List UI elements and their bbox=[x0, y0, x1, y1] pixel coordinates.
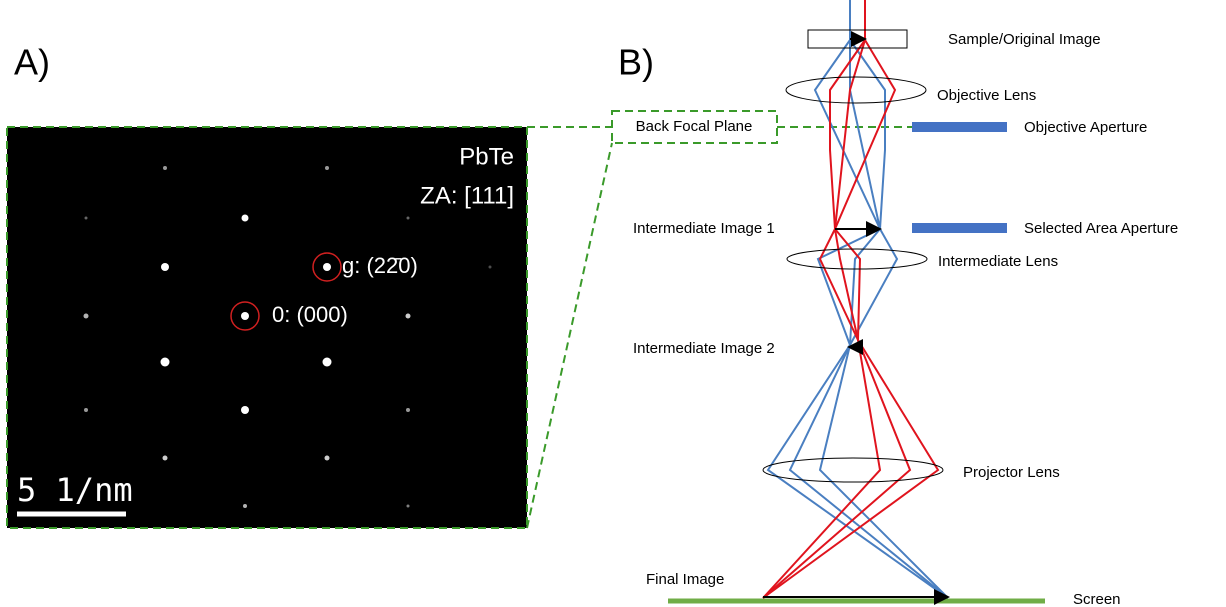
figure: A) g: (22̄0) 0: (000) PbTe ZA: [111] 5 1… bbox=[0, 0, 1226, 607]
component-label: Objective Aperture bbox=[1024, 119, 1147, 136]
ray-diagram bbox=[763, 0, 948, 598]
component-label: Projector Lens bbox=[963, 464, 1060, 481]
panel-label: A) bbox=[14, 42, 50, 83]
component-label: Selected Area Aperture bbox=[1024, 220, 1178, 237]
component-label: Intermediate Lens bbox=[938, 253, 1058, 270]
component-label: Objective Lens bbox=[937, 87, 1036, 104]
panel-label: B) bbox=[618, 42, 654, 83]
zone-axis-label: ZA: [111] bbox=[420, 182, 514, 209]
scale-bar-label: 5 1/nm bbox=[17, 471, 133, 509]
component-label: Final Image bbox=[646, 571, 724, 588]
aperture bbox=[912, 122, 1007, 132]
component-label: Screen bbox=[1073, 591, 1121, 607]
spot-label: g: (22̄0) bbox=[342, 253, 418, 278]
material-label: PbTe bbox=[459, 143, 514, 170]
lens bbox=[787, 249, 927, 269]
aperture bbox=[912, 223, 1007, 233]
component-label: Sample/Original Image bbox=[948, 31, 1101, 48]
component-label: Intermediate Image 2 bbox=[633, 340, 775, 357]
spot-label: 0: (000) bbox=[272, 302, 348, 327]
component-label: Intermediate Image 1 bbox=[633, 220, 775, 237]
lens bbox=[786, 77, 926, 103]
plane-label: Back Focal Plane bbox=[636, 118, 753, 135]
